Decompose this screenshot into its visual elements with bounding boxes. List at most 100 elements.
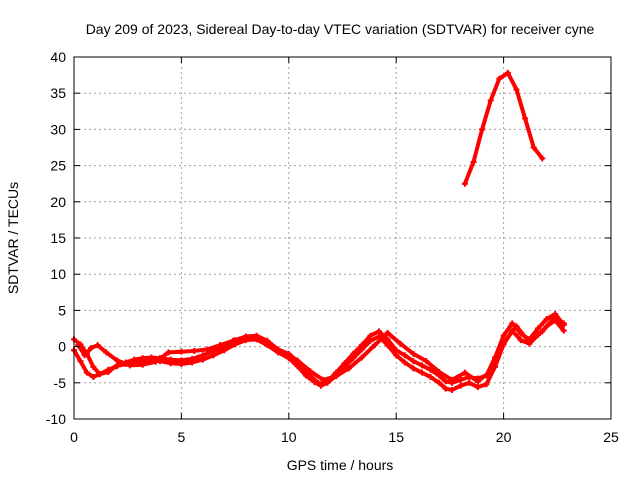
data-point: [474, 384, 481, 391]
series-line-trace-peak: [462, 70, 545, 186]
data-point: [543, 316, 550, 323]
y-tick-label: 0: [58, 339, 66, 355]
data-point: [268, 342, 275, 349]
x-tick-label: 15: [388, 429, 404, 445]
data-point: [376, 328, 383, 335]
y-tick-label: 25: [50, 158, 66, 174]
data-point: [217, 342, 224, 349]
data-point: [384, 336, 391, 343]
y-axis-label: SDTVAR / TECUs: [5, 182, 21, 294]
data-point: [294, 357, 301, 364]
data-point: [113, 363, 120, 370]
data-point: [560, 327, 567, 334]
data-point: [320, 376, 327, 383]
data-point: [229, 337, 236, 344]
x-tick-label: 0: [70, 429, 78, 445]
data-point: [509, 320, 516, 327]
chart-title: Day 209 of 2023, Sidereal Day-to-day VTE…: [86, 21, 595, 37]
data-point: [522, 115, 529, 122]
data-point: [165, 349, 172, 356]
data-point: [461, 180, 468, 187]
series-points-trace-c: [75, 313, 567, 385]
data-point: [178, 360, 185, 367]
data-point: [199, 356, 206, 363]
x-tick-label: 25: [603, 429, 619, 445]
data-point: [470, 158, 477, 165]
data-point: [526, 339, 533, 346]
data-point: [487, 97, 494, 104]
data-point: [81, 352, 88, 359]
data-point: [539, 155, 546, 162]
data-point: [358, 354, 365, 361]
y-tick-label: 35: [50, 85, 66, 101]
data-point: [427, 374, 434, 381]
data-point: [397, 340, 404, 347]
data-point: [384, 342, 391, 349]
data-point: [418, 362, 425, 369]
data-point: [139, 361, 146, 368]
data-point: [371, 342, 378, 349]
data-point: [318, 382, 325, 389]
data-point: [479, 126, 486, 133]
x-tick-label: 10: [281, 429, 297, 445]
data-point: [189, 359, 196, 366]
y-tick-label: 5: [58, 302, 66, 318]
series-line-trace-b: [72, 318, 566, 392]
data-point: [367, 332, 374, 339]
y-tick-label: 30: [50, 121, 66, 137]
data-point: [113, 357, 120, 364]
tick-layer: 0 5 10 15 20 25 -10 -5 0 5 10 15 20 25 30 35 40: [46, 49, 619, 445]
data-point: [90, 363, 97, 370]
data-point: [442, 385, 449, 392]
data-point: [457, 382, 464, 389]
data-point: [152, 358, 159, 365]
data-point: [410, 358, 417, 365]
data-point: [483, 381, 490, 388]
data-point: [487, 368, 494, 375]
data-point: [232, 341, 239, 348]
data-point: [255, 334, 262, 341]
data-point: [436, 368, 443, 375]
data-point: [83, 369, 90, 376]
data-point: [302, 372, 309, 379]
data-point: [449, 387, 456, 394]
data-point: [436, 379, 443, 386]
data-point: [94, 342, 101, 349]
x-tick-label: 5: [178, 429, 186, 445]
data-point: [210, 352, 217, 359]
data-point: [500, 332, 507, 339]
data-point: [311, 379, 318, 386]
data-point: [552, 313, 559, 320]
data-point: [103, 349, 110, 356]
data-point: [513, 86, 520, 93]
data-point: [442, 378, 449, 385]
data-point: [191, 347, 198, 354]
data-point: [307, 368, 314, 375]
data-point: [358, 346, 365, 353]
data-point: [418, 369, 425, 376]
y-tick-label: 40: [50, 49, 66, 65]
data-point: [77, 358, 84, 365]
data-point: [294, 363, 301, 370]
y-tick-label: 15: [50, 230, 66, 246]
data-point: [539, 328, 546, 335]
y-tick-label: 20: [50, 194, 66, 210]
data-point: [88, 345, 95, 352]
data-point: [534, 325, 541, 332]
data-point: [457, 376, 464, 383]
data-layer: [71, 69, 567, 394]
data-point: [126, 362, 133, 369]
data-point: [178, 348, 185, 355]
data-point: [221, 347, 228, 354]
data-point: [204, 346, 211, 353]
data-point: [401, 352, 408, 359]
data-point: [367, 337, 374, 344]
data-point: [517, 337, 524, 344]
data-point: [384, 329, 391, 336]
data-point: [105, 366, 112, 373]
data-point: [466, 379, 473, 386]
data-point: [560, 320, 567, 327]
x-tick-label: 20: [496, 429, 512, 445]
